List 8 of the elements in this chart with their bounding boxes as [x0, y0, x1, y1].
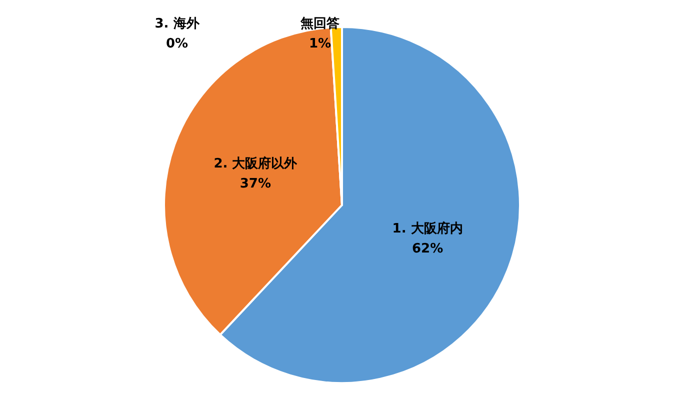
slice-label: 2. 大阪府以外 — [214, 155, 298, 172]
data-label: 1% — [308, 36, 332, 52]
category-label: 3. 海外 — [154, 16, 200, 32]
text: 0% — [166, 36, 188, 52]
data-label: 37% — [240, 176, 271, 192]
data-label: 62% — [412, 241, 444, 256]
slice-label: 無回答 — [300, 16, 340, 32]
slice-label: 1. 大阪府内 — [392, 220, 463, 236]
